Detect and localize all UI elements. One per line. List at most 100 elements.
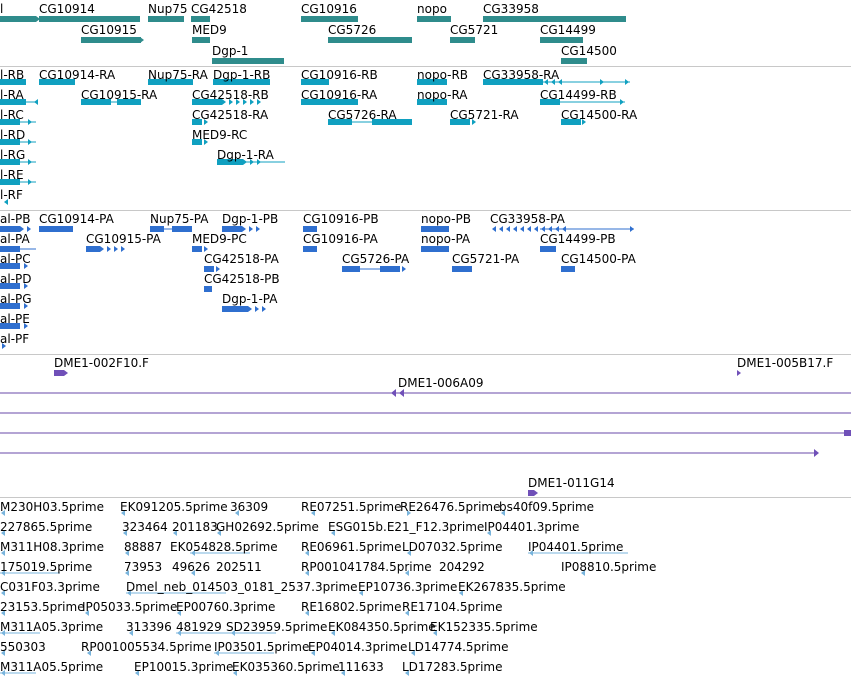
gene-label[interactable]: CG10914 <box>39 2 95 16</box>
strand-arrow-icon[interactable] <box>509 79 513 85</box>
est-arrow-icon[interactable] <box>1 570 5 576</box>
strand-arrow-icon[interactable] <box>620 99 624 105</box>
strand-arrow-icon[interactable] <box>520 226 524 232</box>
est-arrow-icon[interactable] <box>529 550 533 556</box>
protein-label[interactable]: CG42518-PA <box>204 252 279 266</box>
est-label[interactable]: EP10736.3prime <box>358 580 458 594</box>
est-label[interactable]: 550303 <box>0 640 46 654</box>
transcript-label[interactable]: nopo-RB <box>417 68 469 82</box>
est-arrow-icon[interactable] <box>407 510 411 516</box>
est-arrow-icon[interactable] <box>405 610 409 616</box>
transcript-exon[interactable] <box>148 79 193 85</box>
protein-glyph[interactable] <box>452 266 472 272</box>
strand-arrow-icon[interactable] <box>537 79 541 85</box>
protein-label[interactable]: nopo-PB <box>421 212 471 226</box>
gene-glyph[interactable] <box>450 37 475 43</box>
est-label[interactable]: RE07251.5prime <box>301 500 402 514</box>
est-label[interactable]: EK035360.5prime <box>232 660 340 674</box>
gene-glyph[interactable] <box>81 37 141 43</box>
protein-label[interactable]: Dgp-1-PB <box>222 212 279 226</box>
clone-label[interactable]: DME1-002F10.F <box>54 356 149 370</box>
protein-glyph[interactable] <box>0 323 20 329</box>
est-arrow-icon[interactable] <box>235 510 239 516</box>
strand-arrow-icon[interactable] <box>257 99 261 105</box>
est-arrow-icon[interactable] <box>311 650 315 656</box>
transcript-label[interactable]: CG10916-RA <box>301 88 378 102</box>
transcript-exon[interactable] <box>217 159 243 165</box>
gene-label[interactable]: Dgp-1 <box>212 44 249 58</box>
strand-arrow-icon[interactable] <box>204 139 208 145</box>
protein-glyph[interactable] <box>540 246 556 252</box>
gene-label[interactable]: CG10915 <box>81 23 137 37</box>
strand-arrow-icon[interactable] <box>28 119 32 125</box>
protein-glyph[interactable] <box>192 246 202 252</box>
est-arrow-icon[interactable] <box>85 610 89 616</box>
gene-glyph[interactable] <box>417 16 451 22</box>
strand-arrow-icon[interactable] <box>438 79 442 85</box>
strand-arrow-icon[interactable] <box>243 99 247 105</box>
est-arrow-icon[interactable] <box>177 610 181 616</box>
transcript-label[interactable]: Dgp-1-RB <box>213 68 271 82</box>
transcript-label[interactable]: l-RB <box>0 68 25 82</box>
est-label[interactable]: RP001041784.5prime <box>301 560 432 574</box>
transcript-label[interactable]: l-RE <box>0 168 24 182</box>
est-label[interactable]: 88887 <box>124 540 163 554</box>
est-arrow-icon[interactable] <box>191 550 195 556</box>
transcript-label[interactable]: CG14499-RB <box>540 88 617 102</box>
strand-arrow-icon[interactable] <box>2 343 6 349</box>
est-arrow-icon[interactable] <box>233 670 237 676</box>
strand-arrow-icon[interactable] <box>24 323 28 329</box>
transcript-label[interactable]: CG14500-RA <box>561 108 638 122</box>
protein-glyph[interactable] <box>561 266 575 272</box>
strand-arrow-icon[interactable] <box>424 99 428 105</box>
est-label[interactable]: 36309 <box>230 500 269 514</box>
est-arrow-icon[interactable] <box>217 530 221 536</box>
transcript-exon[interactable] <box>372 119 412 125</box>
strand-arrow-icon[interactable] <box>100 246 104 252</box>
strand-arrow-icon[interactable] <box>229 99 233 105</box>
gene-label[interactable]: nopo <box>417 2 447 16</box>
est-label[interactable]: IP04401.3prime <box>484 520 580 534</box>
strand-arrow-icon[interactable] <box>222 99 226 105</box>
protein-label[interactable]: al-PD <box>0 272 32 286</box>
protein-label[interactable]: nopo-PA <box>421 232 471 246</box>
clone-label[interactable]: DME1-011G14 <box>528 476 615 490</box>
strand-arrow-icon[interactable] <box>24 263 28 269</box>
est-label[interactable]: RE26476.5prime <box>400 500 501 514</box>
transcript-label[interactable]: CG10916-RB <box>301 68 378 82</box>
strand-arrow-icon[interactable] <box>255 306 259 312</box>
clone-arrow-icon[interactable] <box>64 370 68 376</box>
strand-arrow-icon[interactable] <box>582 119 586 125</box>
strand-arrow-icon[interactable] <box>28 159 32 165</box>
clone-label[interactable]: DME1-006A09 <box>398 376 484 390</box>
est-label[interactable]: RE17104.5prime <box>402 600 503 614</box>
est-label[interactable]: RP001005534.5prime <box>81 640 212 654</box>
est-arrow-icon[interactable] <box>231 630 235 636</box>
est-label[interactable]: 111633 <box>338 660 384 674</box>
transcript-label[interactable]: CG5721-RA <box>450 108 519 122</box>
gene-label[interactable]: CG14499 <box>540 23 596 37</box>
est-arrow-icon[interactable] <box>127 590 131 596</box>
protein-label[interactable]: al-PA <box>0 232 30 246</box>
est-arrow-icon[interactable] <box>215 650 219 656</box>
transcript-exon[interactable] <box>192 99 222 105</box>
est-label[interactable]: IP04401.5prime <box>528 540 624 554</box>
gene-arrow-icon[interactable] <box>36 16 40 22</box>
protein-glyph[interactable] <box>172 226 192 232</box>
est-arrow-icon[interactable] <box>121 510 125 516</box>
est-label[interactable]: 23153.5prime <box>0 600 85 614</box>
est-arrow-icon[interactable] <box>581 570 585 576</box>
protein-glyph[interactable] <box>222 226 242 232</box>
protein-label[interactable]: CG5721-PA <box>452 252 520 266</box>
est-arrow-icon[interactable] <box>305 550 309 556</box>
est-arrow-icon[interactable] <box>405 670 409 676</box>
clone-arrow-icon[interactable] <box>391 389 396 397</box>
strand-arrow-icon[interactable] <box>256 226 260 232</box>
gene-glyph[interactable] <box>39 16 140 22</box>
protein-label[interactable]: al-PG <box>0 292 32 306</box>
strand-arrow-icon[interactable] <box>242 226 246 232</box>
transcript-label[interactable]: l-RF <box>0 188 23 202</box>
strand-arrow-icon[interactable] <box>250 99 254 105</box>
est-label[interactable]: 227865.5prime <box>0 520 93 534</box>
strand-arrow-icon[interactable] <box>204 246 208 252</box>
